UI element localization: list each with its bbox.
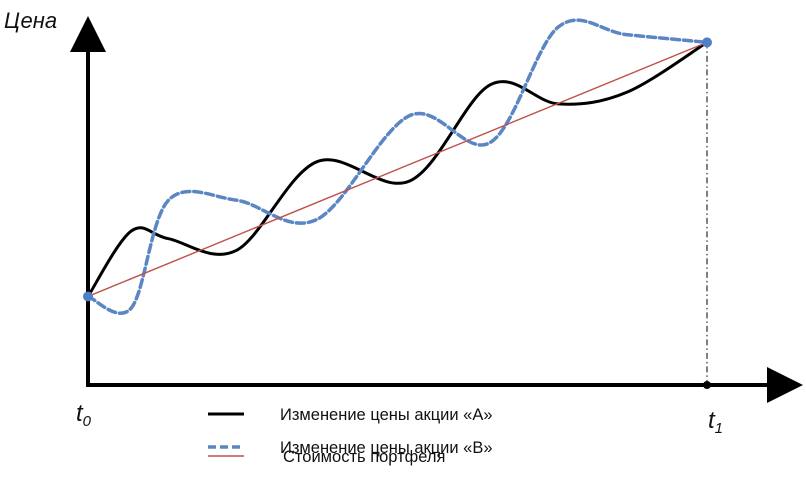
series-layer: [86, 18, 709, 315]
x-tick-label-t0-main: t: [76, 400, 84, 427]
x-tick-label-t0: t0: [76, 400, 92, 430]
series-line-1: [86, 18, 709, 315]
endpoint-marker-0: [83, 291, 93, 302]
x-tick-label-t0-sub: 0: [83, 413, 92, 430]
legend-label-portfolio: Стоимость портфеля: [283, 448, 445, 466]
x-tick-label-t1: t1: [708, 407, 723, 437]
x-tick-label-t1-sub: 1: [715, 420, 723, 437]
endpoint-marker-1: [702, 37, 712, 48]
series-line-2: [87, 41, 708, 298]
x-tick-label-t1-main: t: [708, 407, 716, 434]
x-axis-t1-dot: [703, 381, 711, 389]
legend-label-a: Изменение цены акции «A»: [280, 406, 493, 424]
y-axis-title: Цена: [4, 8, 57, 33]
legend: Изменение цены акции «A» Изменение цены …: [208, 406, 493, 466]
marker-layer: [83, 37, 712, 389]
legend-label-b: Изменение цены акции «B»: [280, 439, 493, 457]
